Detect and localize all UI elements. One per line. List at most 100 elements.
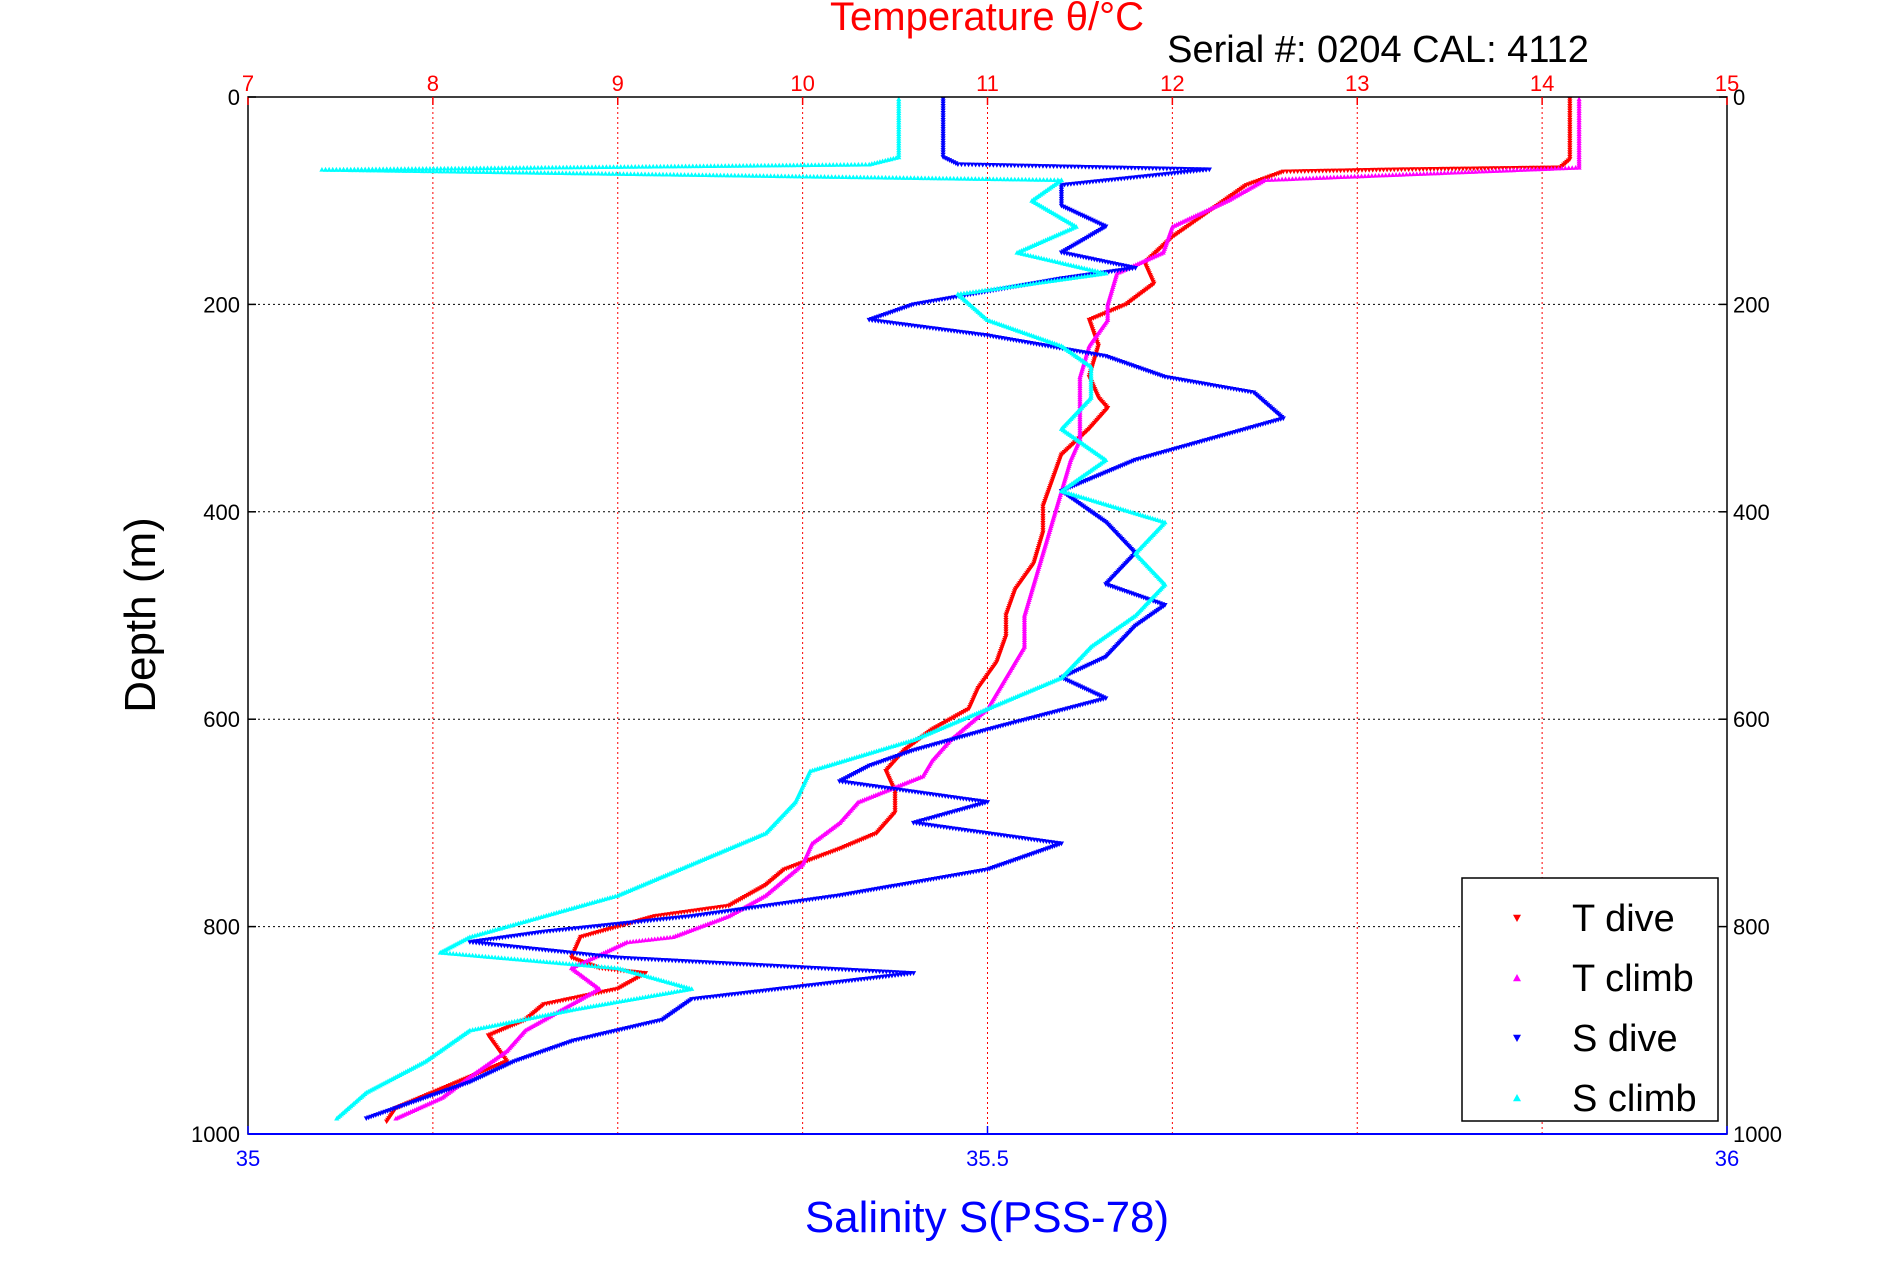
data-point xyxy=(1050,164,1057,169)
data-point xyxy=(1472,169,1479,174)
data-point xyxy=(1528,166,1534,172)
data-point xyxy=(1500,167,1506,173)
data-point xyxy=(1157,166,1163,172)
legend-marker xyxy=(1513,974,1521,982)
data-point xyxy=(1309,169,1315,174)
data-point xyxy=(625,956,631,961)
data-point xyxy=(520,169,526,175)
data-point xyxy=(1312,168,1319,174)
data-point xyxy=(1287,169,1294,175)
data-point xyxy=(516,169,522,175)
data-point xyxy=(1272,176,1278,182)
data-point xyxy=(649,957,655,963)
data-point xyxy=(997,176,1004,182)
data-point xyxy=(653,171,659,177)
data-point xyxy=(754,962,760,968)
data-point xyxy=(611,965,618,970)
data-point xyxy=(876,969,883,975)
data-point xyxy=(1413,167,1419,172)
data-point xyxy=(579,962,585,968)
data-point xyxy=(599,170,605,176)
data-point xyxy=(707,172,713,178)
data-point xyxy=(841,162,847,167)
data-point xyxy=(710,172,716,178)
data-point xyxy=(1421,171,1427,176)
chart-subtitle: Serial #: 0204 CAL: 4112 xyxy=(1167,29,1589,71)
data-point xyxy=(1427,167,1433,172)
data-point xyxy=(863,968,869,974)
data-point xyxy=(805,965,811,971)
data-point xyxy=(567,164,573,170)
data-point xyxy=(697,163,703,169)
data-point xyxy=(983,176,989,181)
data-point xyxy=(1293,176,1299,181)
data-point xyxy=(1143,166,1149,171)
data-point xyxy=(1036,164,1042,169)
legend-label: T dive xyxy=(1572,898,1675,940)
data-point xyxy=(1060,276,1067,282)
data-point xyxy=(574,164,581,170)
data-point xyxy=(983,162,989,168)
data-point xyxy=(689,172,695,177)
data-point xyxy=(1001,163,1007,168)
top-tick-label: 15 xyxy=(1715,71,1739,96)
top-tick-label: 11 xyxy=(976,71,999,96)
data-point xyxy=(879,174,885,180)
data-point xyxy=(544,959,550,964)
data-point xyxy=(728,172,734,178)
data-point xyxy=(1093,165,1099,170)
data-point xyxy=(649,171,655,177)
data-point xyxy=(1295,169,1301,174)
data-point xyxy=(646,171,652,177)
data-point xyxy=(661,163,667,169)
data-point xyxy=(1076,274,1082,280)
data-point xyxy=(714,172,720,178)
data-point xyxy=(1398,167,1405,173)
data-point xyxy=(1029,163,1035,169)
data-point xyxy=(1003,284,1009,290)
data-point xyxy=(1460,166,1466,172)
data-point xyxy=(1132,165,1138,171)
data-point xyxy=(486,954,492,959)
data-point xyxy=(592,963,598,969)
data-point xyxy=(1479,168,1485,174)
data-point xyxy=(463,165,469,171)
data-point xyxy=(1348,168,1354,173)
legend-marker xyxy=(1513,1034,1521,1042)
data-point xyxy=(642,937,649,943)
data-point xyxy=(1019,163,1025,169)
data-point xyxy=(1463,166,1470,172)
data-point xyxy=(1327,168,1333,174)
data-point xyxy=(1377,167,1383,173)
data-point xyxy=(655,936,661,941)
data-point xyxy=(477,165,483,171)
data-point xyxy=(915,175,921,181)
top-tick-label: 9 xyxy=(612,71,624,96)
data-point xyxy=(904,175,910,180)
data-point xyxy=(674,171,680,177)
data-point xyxy=(1373,167,1379,173)
data-point xyxy=(518,956,524,962)
data-point xyxy=(1409,167,1415,172)
data-point xyxy=(1128,165,1135,171)
data-point xyxy=(401,168,408,173)
data-point xyxy=(560,164,566,170)
data-point xyxy=(646,163,653,169)
data-point xyxy=(517,165,523,170)
left-tick-label: 600 xyxy=(203,707,240,732)
data-point xyxy=(893,970,900,975)
data-point xyxy=(1079,274,1085,279)
data-point xyxy=(650,163,656,169)
data-point xyxy=(717,960,723,966)
data-point xyxy=(1030,176,1036,182)
data-point xyxy=(798,965,804,970)
data-point xyxy=(1490,168,1496,174)
top-tick-label: 7 xyxy=(242,71,254,96)
data-point xyxy=(866,161,872,167)
data-point xyxy=(689,959,696,965)
data-point xyxy=(1448,169,1454,175)
data-point xyxy=(631,171,637,177)
data-point xyxy=(574,170,580,176)
data-point xyxy=(1040,513,1046,519)
data-point xyxy=(1072,164,1078,170)
